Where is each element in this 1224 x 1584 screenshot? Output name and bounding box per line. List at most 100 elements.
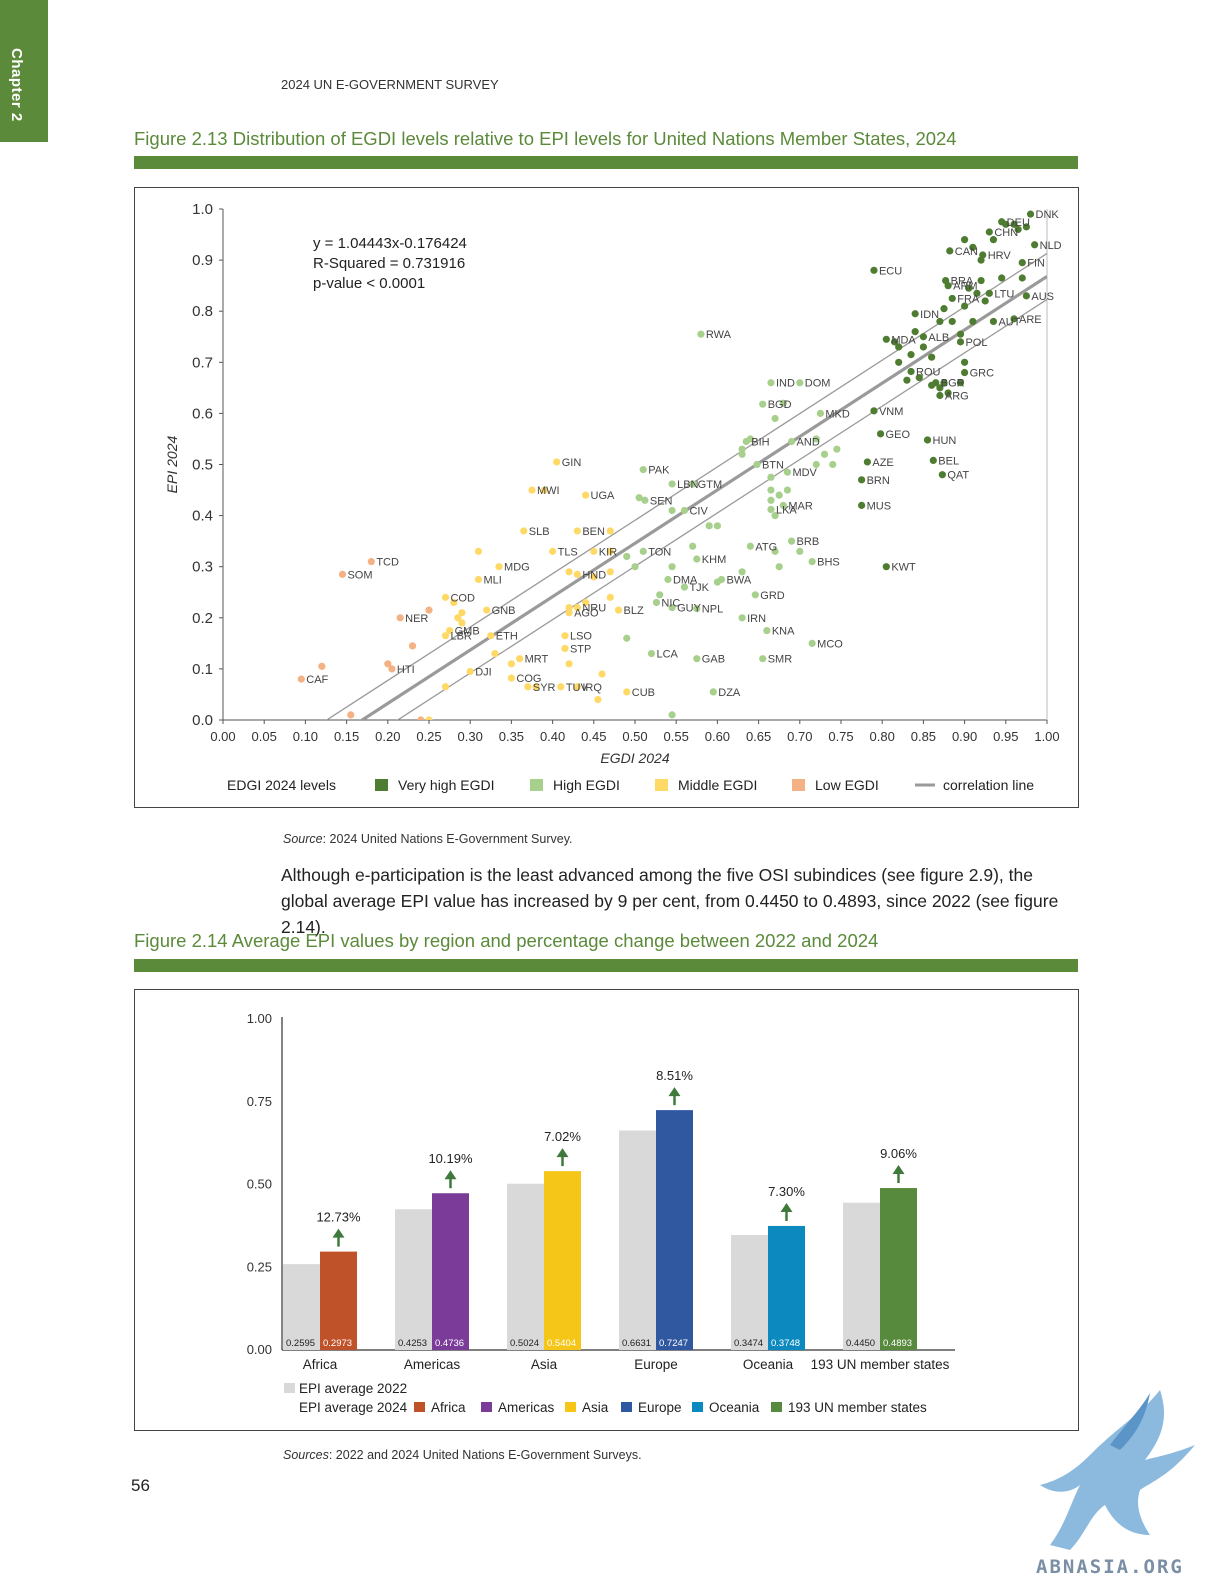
data-point <box>808 639 816 647</box>
y-tick-label: 0.4 <box>192 508 213 525</box>
point-label: GNB <box>492 605 516 617</box>
plot-area <box>297 210 1047 720</box>
increase-arrow-icon <box>892 1165 905 1175</box>
data-point <box>553 458 561 466</box>
data-point <box>561 644 569 653</box>
y-tick-label: 0.9 <box>192 252 213 269</box>
point-label: TON <box>648 546 671 558</box>
data-point <box>458 619 466 627</box>
increase-arrow-icon <box>668 1087 681 1097</box>
legend-swatch <box>655 779 668 791</box>
data-point <box>689 542 697 550</box>
point-label: BRB <box>797 536 820 548</box>
point-label: GRD <box>760 590 785 602</box>
data-point <box>532 683 540 691</box>
data-point <box>441 593 450 601</box>
data-point <box>705 522 713 530</box>
point-label: BGD <box>768 399 792 411</box>
data-point <box>989 236 998 244</box>
legend-swatch <box>530 779 543 791</box>
data-point <box>520 527 528 535</box>
bar-2024 <box>768 1225 805 1350</box>
point-label: FIN <box>1027 258 1045 270</box>
pct-change-label: 8.51% <box>656 1068 693 1083</box>
data-point <box>779 501 787 509</box>
category-label: Africa <box>303 1357 338 1372</box>
data-point <box>693 655 701 663</box>
legend-label: Asia <box>582 1400 609 1415</box>
bar-value-label: 0.5024 <box>510 1338 539 1349</box>
data-point <box>911 328 919 336</box>
point-label: SEN <box>650 495 673 507</box>
data-point <box>652 598 661 607</box>
point-label: CAN <box>955 246 978 258</box>
data-point <box>656 591 664 599</box>
source-label: Source <box>283 832 323 846</box>
data-point <box>697 330 705 338</box>
data-point <box>759 400 767 408</box>
point-label: LBN <box>677 479 698 491</box>
point-label: TUV <box>566 682 589 694</box>
data-point <box>557 683 565 691</box>
bar-value-label: 0.7247 <box>659 1338 688 1349</box>
data-point <box>549 547 557 555</box>
data-point <box>796 379 804 387</box>
data-point <box>297 675 305 683</box>
data-point <box>965 284 973 292</box>
point-label: BEL <box>938 455 959 467</box>
data-point <box>895 343 903 351</box>
scatter-figure-frame: 0.00 0.05 0.10 0.15 0.20 0.25 0.30 0.35 0.40 0.45… <box>134 187 1079 808</box>
bar-value-label: 0.6631 <box>622 1338 651 1349</box>
data-point <box>863 458 871 466</box>
data-point <box>561 632 569 640</box>
x-tick-label: 1.00 <box>1034 729 1059 744</box>
point-label: MDV <box>792 467 817 479</box>
x-tick-label: 0.20 <box>375 729 400 744</box>
point-label: BGR <box>941 378 965 390</box>
point-label: NER <box>405 613 428 625</box>
legend-label: Oceania <box>709 1400 760 1415</box>
data-point <box>606 568 614 576</box>
data-point <box>565 568 573 576</box>
point-label: DEU <box>1007 217 1030 229</box>
data-point <box>969 243 977 251</box>
data-point <box>441 683 450 691</box>
data-point <box>998 274 1006 282</box>
data-point <box>870 266 878 274</box>
point-label: GUY <box>677 603 702 615</box>
data-point <box>903 376 911 384</box>
data-point <box>771 414 779 423</box>
data-point <box>540 486 548 494</box>
data-point <box>981 297 989 305</box>
data-point <box>870 407 878 415</box>
data-point <box>956 330 965 338</box>
y-tick-label: 0.5 <box>192 457 213 474</box>
data-point <box>738 614 746 622</box>
data-point <box>919 333 928 341</box>
point-label: GRC <box>970 368 995 380</box>
point-label: IDN <box>920 309 939 321</box>
data-point <box>507 660 515 668</box>
x-tick-label: 0.90 <box>952 729 977 744</box>
legend-swatch-2024 <box>481 1402 492 1412</box>
legend-label: Africa <box>431 1400 466 1415</box>
point-label: ATG <box>755 541 777 553</box>
legend-label: 193 UN member states <box>788 1400 927 1415</box>
legend-swatch-2024 <box>771 1402 782 1412</box>
legend-label: EPI average 2024 <box>299 1400 408 1415</box>
x-tick-label: 0.45 <box>581 729 606 744</box>
x-tick-label: 0.50 <box>622 729 647 744</box>
data-point <box>876 430 885 438</box>
point-label: MCO <box>817 638 843 650</box>
data-point <box>775 491 783 499</box>
data-point <box>767 496 775 504</box>
point-label: NPL <box>702 604 723 616</box>
data-point <box>738 445 746 453</box>
point-label: GEO <box>886 429 911 441</box>
data-point <box>767 505 775 514</box>
data-point <box>763 626 771 635</box>
bar-2022 <box>395 1209 432 1350</box>
point-label: COD <box>450 592 475 604</box>
point-label: SYR <box>533 682 556 694</box>
point-label: HUN <box>933 435 957 447</box>
